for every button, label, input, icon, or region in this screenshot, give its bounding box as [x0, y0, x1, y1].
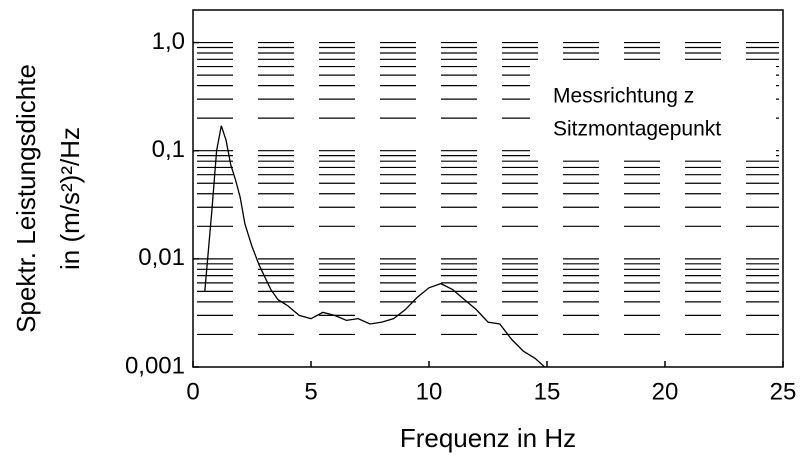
x-tick-label: 5	[304, 378, 317, 405]
plot-frame	[192, 9, 784, 368]
annotation: Sitzmontagepunkt	[553, 118, 721, 141]
y-axis-label: Spektr. Leistungsdichte	[11, 64, 41, 333]
x-tick-label: 15	[534, 378, 561, 405]
x-tick-label: 20	[652, 378, 679, 405]
y-tick-label: 0,001	[125, 352, 185, 379]
y-tick-label: 0,1	[152, 136, 185, 163]
data-line	[204, 125, 546, 368]
legend-box	[530, 65, 776, 157]
x-tick-label: 25	[770, 378, 797, 405]
x-tick-label: 0	[186, 378, 199, 405]
y-tick-label: 1,0	[152, 28, 185, 55]
y-axis-label: in (m/s²)²/Hz	[55, 127, 85, 270]
annotation: Messrichtung z	[553, 85, 694, 108]
x-axis-label: Frequenz in Hz	[400, 423, 576, 453]
y-tick-label: 0,01	[138, 244, 185, 271]
x-tick-label: 10	[416, 378, 443, 405]
